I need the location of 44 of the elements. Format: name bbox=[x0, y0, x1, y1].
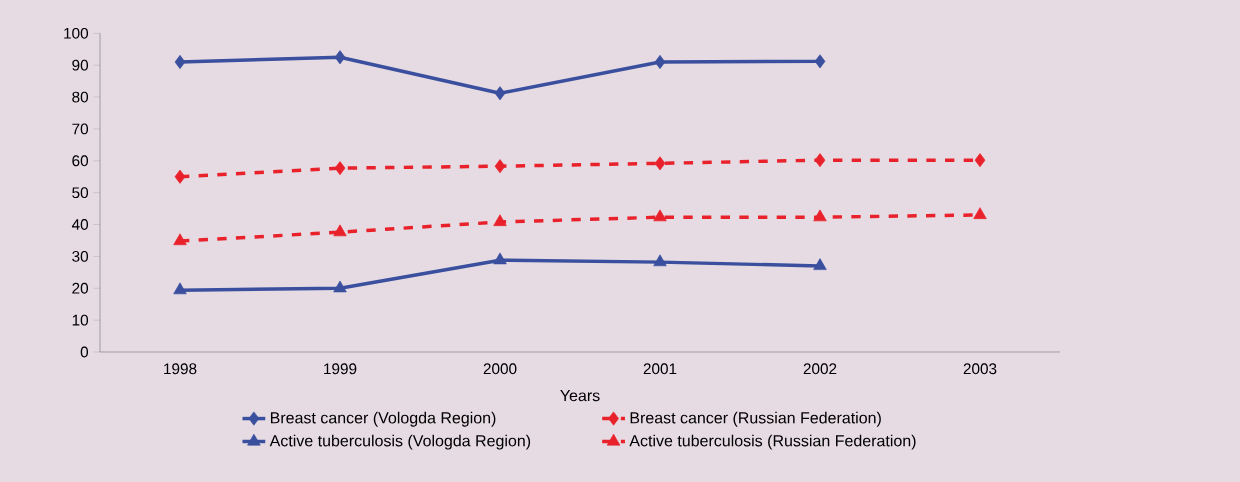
y-tick-label: 100 bbox=[64, 27, 89, 39]
point bbox=[814, 54, 826, 69]
y-tick-label: 60 bbox=[72, 155, 89, 167]
point bbox=[653, 254, 667, 267]
x-tick-label: 2003 bbox=[963, 363, 997, 375]
point bbox=[333, 224, 347, 237]
x-axis-title: Years bbox=[560, 390, 600, 402]
point bbox=[174, 55, 186, 70]
y-tick-label: 0 bbox=[80, 346, 89, 358]
point bbox=[814, 153, 826, 168]
y-tick-label: 10 bbox=[72, 314, 89, 326]
y-tick-label: 40 bbox=[71, 219, 89, 230]
x-tick-label: 2002 bbox=[803, 363, 837, 375]
point bbox=[974, 153, 986, 168]
point bbox=[653, 209, 667, 222]
legend-label: Active tuberculosis (Vologda Region) bbox=[269, 434, 531, 450]
point bbox=[813, 209, 827, 222]
point bbox=[334, 50, 346, 65]
point bbox=[334, 161, 346, 176]
point bbox=[173, 282, 187, 295]
point bbox=[654, 156, 666, 171]
point bbox=[173, 233, 187, 246]
point bbox=[174, 169, 186, 184]
legend-label: Active tuberculosis (Russian Federation) bbox=[629, 434, 916, 450]
x-tick-label: 2000 bbox=[483, 363, 517, 375]
y-tick-label: 30 bbox=[72, 250, 89, 262]
point bbox=[973, 207, 987, 219]
y-tick-label: 80 bbox=[72, 91, 89, 103]
y-tick-label: 70 bbox=[72, 123, 89, 135]
point bbox=[493, 214, 507, 226]
legend-label: Breast cancer (Russian Federation) bbox=[630, 411, 881, 427]
x-tick-label: 1999 bbox=[324, 363, 357, 375]
y-tick-label: 50 bbox=[72, 187, 89, 199]
x-tick-label: 1998 bbox=[164, 363, 197, 375]
x-tick-label: 2001 bbox=[643, 363, 677, 375]
y-tick-label: 90 bbox=[72, 59, 89, 71]
legend-label: Breast cancer (Vologda Region) bbox=[270, 411, 496, 427]
point bbox=[494, 86, 506, 101]
point bbox=[493, 252, 507, 265]
point bbox=[813, 258, 827, 270]
y-tick-label: 20 bbox=[72, 282, 89, 294]
point bbox=[494, 159, 506, 174]
point bbox=[654, 55, 666, 70]
point bbox=[333, 280, 347, 293]
